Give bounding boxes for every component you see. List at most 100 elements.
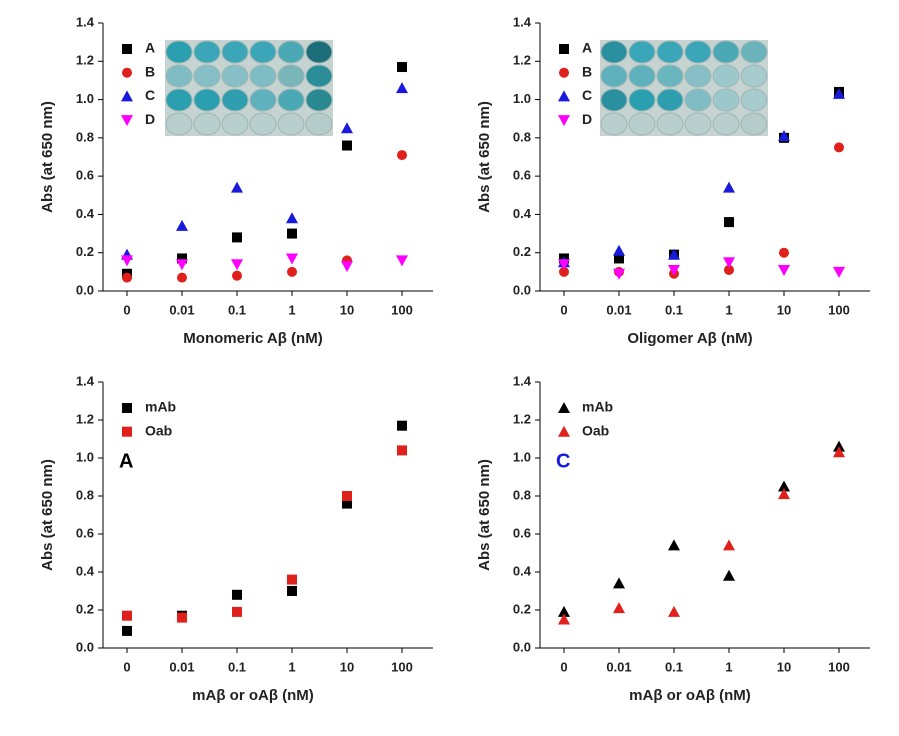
y-tick-label: 0.8 <box>513 129 531 144</box>
well <box>165 88 193 112</box>
marker <box>723 257 735 269</box>
well <box>628 112 656 136</box>
well <box>628 88 656 112</box>
marker <box>668 605 680 617</box>
y-axis-title: Abs (at 650 nm) <box>39 459 56 571</box>
y-axis-title: Abs (at 650 nm) <box>39 101 56 213</box>
well <box>656 64 684 88</box>
marker <box>559 67 569 78</box>
marker <box>287 266 297 277</box>
photo-background <box>600 40 768 136</box>
x-tick-label: 100 <box>391 302 413 317</box>
photo-background <box>165 40 333 136</box>
marker <box>341 261 353 273</box>
y-tick-label: 0.0 <box>76 639 94 654</box>
x-tick-label: 0 <box>560 659 567 674</box>
y-tick-label: 0.4 <box>76 206 95 221</box>
marker <box>613 602 625 614</box>
marker <box>779 247 789 258</box>
y-tick-label: 0.6 <box>513 168 531 183</box>
y-tick-label: 0.2 <box>513 601 531 616</box>
y-tick-label: 0.8 <box>76 129 94 144</box>
x-tick-label: 10 <box>777 302 791 317</box>
marker <box>121 115 133 127</box>
marker <box>231 259 243 271</box>
y-tick-label: 1.0 <box>76 449 94 464</box>
well-plate-photo <box>600 40 768 136</box>
well <box>656 112 684 136</box>
well <box>165 64 193 88</box>
well <box>684 64 712 88</box>
well <box>600 64 628 88</box>
marker <box>613 268 625 280</box>
marker <box>342 140 352 151</box>
well <box>712 64 740 88</box>
x-tick-label: 100 <box>828 659 850 674</box>
annotation: A <box>119 450 133 472</box>
marker <box>723 181 735 193</box>
marker <box>176 259 188 271</box>
well <box>628 64 656 88</box>
marker <box>778 264 790 276</box>
well <box>193 64 221 88</box>
marker <box>122 426 132 437</box>
y-tick-label: 0.0 <box>513 639 531 654</box>
marker <box>232 270 242 281</box>
well <box>221 88 249 112</box>
x-tick-label: 10 <box>777 659 791 674</box>
well <box>740 40 768 64</box>
y-tick-label: 1.2 <box>513 53 531 68</box>
marker <box>558 605 570 617</box>
marker <box>558 402 570 413</box>
well <box>165 112 193 136</box>
marker <box>833 446 845 458</box>
x-tick-label: 1 <box>288 302 295 317</box>
x-tick-label: 0.01 <box>606 659 631 674</box>
x-tick-label: 1 <box>725 659 732 674</box>
marker <box>122 44 132 54</box>
well <box>249 40 277 64</box>
well <box>221 64 249 88</box>
well <box>712 40 740 64</box>
y-tick-label: 0.6 <box>513 525 531 540</box>
legend-label: mAb <box>145 399 176 415</box>
marker <box>232 606 242 617</box>
y-tick-label: 0.6 <box>76 168 94 183</box>
marker <box>341 122 353 134</box>
x-tick-label: 0.01 <box>169 659 194 674</box>
x-tick-label: 10 <box>340 302 354 317</box>
legend-label: C <box>582 87 592 103</box>
marker <box>833 87 845 99</box>
y-axis-title: Abs (at 650 nm) <box>476 101 493 213</box>
x-tick-label: 0.01 <box>169 302 194 317</box>
y-tick-label: 1.0 <box>513 449 531 464</box>
well <box>656 88 684 112</box>
marker <box>231 181 243 193</box>
well <box>277 112 305 136</box>
y-tick-label: 1.4 <box>513 373 532 388</box>
marker <box>559 266 569 277</box>
well <box>305 40 333 64</box>
marker <box>668 248 680 260</box>
marker <box>397 62 407 73</box>
marker <box>397 420 407 431</box>
y-tick-label: 0.4 <box>513 563 532 578</box>
well <box>712 112 740 136</box>
marker <box>558 613 570 625</box>
marker <box>287 574 297 585</box>
marker <box>232 589 242 600</box>
well <box>305 112 333 136</box>
marker <box>724 217 734 228</box>
x-tick-label: 0 <box>123 659 130 674</box>
marker <box>122 272 132 283</box>
y-tick-label: 0.2 <box>76 244 94 259</box>
y-tick-label: 1.2 <box>76 411 94 426</box>
marker <box>558 115 570 127</box>
y-tick-label: 0.8 <box>513 487 531 502</box>
well <box>249 64 277 88</box>
marker <box>342 498 352 509</box>
well <box>684 40 712 64</box>
y-tick-label: 0.0 <box>513 282 531 297</box>
x-axis-title: Oligomer Aβ (nM) <box>627 330 752 347</box>
